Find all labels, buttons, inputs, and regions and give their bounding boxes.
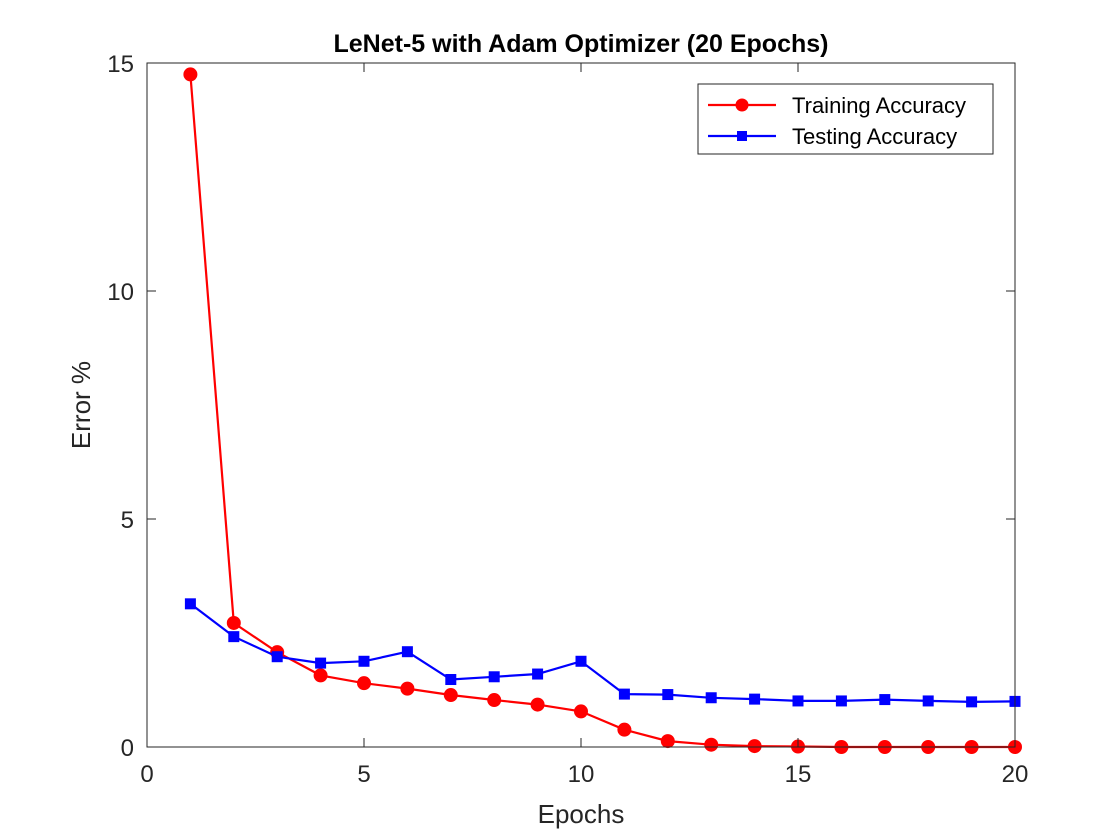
testing-accuracy-point — [401, 646, 413, 658]
testing-accuracy-point — [792, 695, 804, 707]
y-tick-label: 10 — [107, 279, 134, 306]
y-axis-label: Error % — [66, 361, 96, 449]
training-accuracy-point — [704, 737, 719, 752]
legend-testing-accuracy-label: Testing Accuracy — [792, 124, 957, 149]
training-accuracy-point — [574, 704, 588, 719]
plot-area — [147, 63, 1015, 747]
testing-accuracy-point — [922, 695, 934, 707]
y-tick-label: 5 — [121, 507, 134, 534]
testing-accuracy-point — [662, 689, 674, 701]
testing-accuracy-point — [228, 631, 240, 643]
training-accuracy-point — [487, 693, 502, 708]
training-accuracy-point — [226, 615, 241, 630]
y-tick-label: 0 — [121, 735, 134, 762]
training-accuracy-point — [530, 697, 545, 712]
training-accuracy-point — [617, 722, 632, 737]
y-tick-label: 15 — [107, 51, 134, 78]
training-accuracy-point — [443, 688, 458, 703]
testing-accuracy-point — [966, 696, 978, 708]
ticks-layer: 0 5 10 15 20 0 5 10 15 — [107, 51, 1028, 788]
testing-accuracy-point — [532, 668, 544, 680]
x-tick-label: 15 — [785, 761, 812, 788]
testing-accuracy-point — [184, 598, 196, 610]
testing-accuracy-line — [189, 602, 1016, 704]
legend-box — [697, 83, 994, 155]
training-accuracy-point — [183, 67, 198, 82]
testing-accuracy-point — [445, 674, 457, 686]
testing-accuracy-point — [358, 655, 370, 667]
testing-accuracy-point — [705, 692, 717, 704]
testing-accuracy-point — [749, 693, 761, 705]
training-accuracy-point — [357, 676, 371, 691]
legend-testing-accuracy-swatch-marker — [737, 131, 747, 141]
x-tick-label: 0 — [140, 761, 153, 788]
testing-accuracy-point — [835, 695, 847, 707]
training-accuracy-point — [313, 668, 328, 683]
testing-accuracy-point — [618, 688, 630, 700]
x-tick-label: 20 — [1002, 761, 1029, 788]
testing-accuracy-point — [879, 694, 891, 706]
legend-training-accuracy-label: Training Accuracy — [792, 93, 966, 118]
training-accuracy-point — [400, 681, 415, 696]
testing-accuracy-point — [488, 671, 500, 683]
x-tick-label: 5 — [357, 761, 370, 788]
training-accuracy-point — [747, 739, 762, 754]
training-accuracy-point — [660, 734, 675, 749]
testing-accuracy-point — [575, 655, 587, 667]
legend: Training Accuracy Testing Accuracy — [697, 83, 994, 155]
testing-accuracy-point — [271, 651, 283, 663]
testing-accuracy-point — [315, 657, 327, 669]
chart-title: LeNet-5 with Adam Optimizer (20 Epochs) — [334, 30, 829, 58]
x-tick-label: 10 — [568, 761, 595, 788]
x-axis-label: Epochs — [538, 799, 625, 829]
legend-training-accuracy-swatch-marker — [735, 98, 749, 112]
